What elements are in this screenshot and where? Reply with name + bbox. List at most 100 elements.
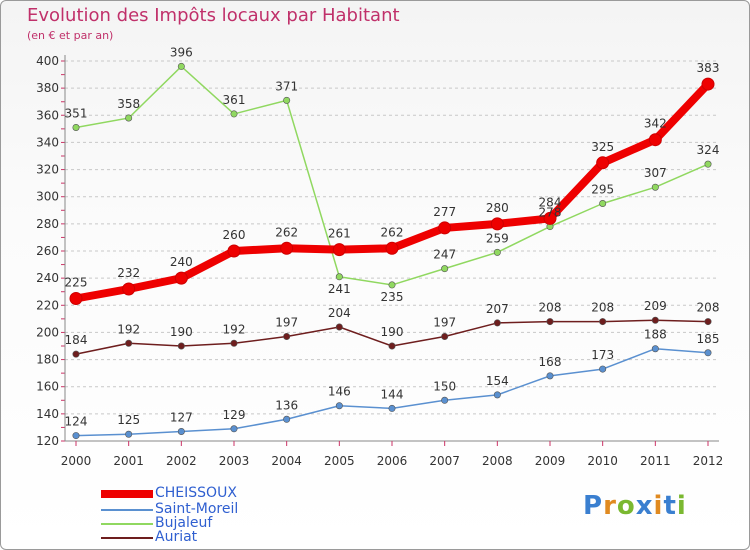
- data-point: [283, 415, 291, 423]
- data-label: 262: [381, 225, 404, 239]
- data-label: 173: [591, 348, 614, 362]
- data-label: 144: [381, 387, 404, 401]
- data-label: 358: [117, 97, 140, 111]
- data-label: 136: [275, 398, 298, 412]
- x-tick-label: 2000: [61, 454, 92, 468]
- x-tick-label: 2012: [693, 454, 724, 468]
- data-label: 371: [275, 79, 298, 93]
- data-point: [125, 114, 133, 122]
- data-label: 259: [486, 231, 509, 245]
- data-point: [283, 96, 291, 104]
- y-tick-label: 180: [36, 353, 59, 367]
- data-label: 150: [433, 379, 456, 393]
- chart-title: Evolution des Impôts locaux par Habitant: [27, 5, 400, 26]
- y-tick-label: 240: [36, 271, 59, 285]
- y-tick-label: 360: [36, 108, 59, 122]
- x-tick-label: 2007: [429, 454, 460, 468]
- data-point: [704, 318, 712, 326]
- data-point: [230, 110, 238, 118]
- data-point: [72, 350, 80, 358]
- data-label: 146: [328, 385, 351, 399]
- data-point: [490, 217, 504, 231]
- data-label: 197: [433, 316, 456, 330]
- y-tick-label: 320: [36, 163, 59, 177]
- y-tick-label: 140: [36, 407, 59, 421]
- x-tick-label: 2011: [640, 454, 671, 468]
- logo-letter: P: [583, 491, 604, 521]
- data-label: 225: [65, 276, 88, 290]
- data-point: [125, 430, 133, 438]
- data-point: [174, 271, 188, 285]
- y-tick-label: 300: [36, 190, 59, 204]
- y-tick-label: 340: [36, 135, 59, 149]
- data-point: [280, 241, 294, 255]
- data-label: 127: [170, 411, 193, 425]
- data-point: [651, 316, 659, 324]
- data-label: 396: [170, 45, 193, 59]
- data-point: [599, 365, 607, 373]
- data-label: 204: [328, 306, 351, 320]
- data-label: 261: [328, 227, 351, 241]
- y-tick-label: 380: [36, 81, 59, 95]
- data-point: [438, 221, 452, 235]
- data-point: [177, 342, 185, 350]
- data-label: 278: [539, 206, 562, 220]
- x-tick-label: 2005: [324, 454, 355, 468]
- legend-label: Saint-Moreil: [155, 501, 239, 517]
- chart-subtitle: (en € et par an): [27, 29, 114, 42]
- data-label: 262: [275, 225, 298, 239]
- legend-swatch: [101, 523, 153, 525]
- data-label: 280: [486, 201, 509, 215]
- data-label: 185: [697, 332, 720, 346]
- data-label: 124: [65, 415, 88, 429]
- data-label: 324: [697, 143, 720, 157]
- data-label: 207: [486, 302, 509, 316]
- data-point: [385, 241, 399, 255]
- data-point: [493, 248, 501, 256]
- data-label: 188: [644, 328, 667, 342]
- data-label: 307: [644, 166, 667, 180]
- data-point: [335, 402, 343, 410]
- x-tick-label: 2008: [482, 454, 513, 468]
- proxiti-logo: Proxiti: [583, 491, 687, 521]
- y-tick-label: 160: [36, 380, 59, 394]
- data-point: [441, 396, 449, 404]
- data-label: 190: [170, 325, 193, 339]
- data-label: 383: [697, 61, 720, 75]
- y-tick-label: 220: [36, 298, 59, 312]
- data-point: [122, 282, 136, 296]
- logo-letter: o: [616, 491, 636, 521]
- logo-letter: i: [676, 491, 687, 521]
- logo-letter: t: [663, 491, 677, 521]
- data-label: 129: [223, 408, 246, 422]
- data-label: 208: [697, 301, 720, 315]
- data-label: 125: [117, 413, 140, 427]
- data-point: [388, 342, 396, 350]
- data-point: [543, 211, 557, 225]
- legend-label: Auriat: [155, 529, 198, 545]
- data-label: 351: [65, 107, 88, 121]
- data-point: [704, 160, 712, 168]
- data-point: [72, 124, 80, 132]
- data-point: [546, 372, 554, 380]
- data-label: 247: [433, 248, 456, 262]
- x-tick-label: 2001: [113, 454, 144, 468]
- data-label: 260: [223, 228, 246, 242]
- data-point: [546, 318, 554, 326]
- y-tick-label: 120: [36, 434, 59, 448]
- data-point: [648, 133, 662, 147]
- legend-swatch: [101, 537, 153, 539]
- data-label: 192: [117, 322, 140, 336]
- data-label: 241: [328, 282, 351, 296]
- x-tick-label: 2002: [166, 454, 197, 468]
- data-label: 197: [275, 316, 298, 330]
- data-label: 208: [539, 301, 562, 315]
- data-point: [651, 345, 659, 353]
- logo-letter: r: [603, 491, 617, 521]
- logo-letter: i: [653, 491, 664, 521]
- data-point: [335, 273, 343, 281]
- data-point: [72, 432, 80, 440]
- data-point: [230, 425, 238, 433]
- data-label: 295: [591, 183, 614, 197]
